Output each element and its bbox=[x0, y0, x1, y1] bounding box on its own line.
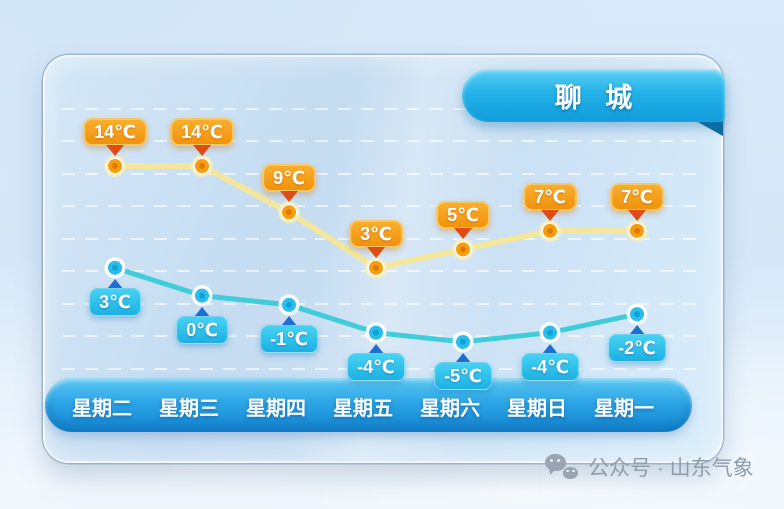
high-temp-label: 7℃ bbox=[523, 182, 577, 221]
low-temp-value: 3℃ bbox=[89, 287, 141, 316]
high-temp-value: 14℃ bbox=[83, 118, 147, 146]
high-temp-value: 7℃ bbox=[523, 182, 577, 211]
weekday-label: 星期一 bbox=[594, 398, 654, 420]
weekday-label: 星期四 bbox=[246, 398, 306, 420]
banner-fold bbox=[696, 121, 723, 136]
high-temp-label: 7℃ bbox=[610, 182, 664, 221]
gridline bbox=[62, 205, 704, 207]
city-title: 聊 城 bbox=[554, 83, 641, 113]
high-temp-label: 3℃ bbox=[349, 219, 403, 258]
label-pointer bbox=[541, 209, 559, 221]
high-temp-label: 5℃ bbox=[436, 201, 490, 240]
weekday-label: 星期六 bbox=[420, 398, 480, 420]
label-pointer bbox=[367, 246, 385, 258]
low-temp-label: -5℃ bbox=[434, 352, 492, 390]
low-temp-label: 0℃ bbox=[176, 306, 228, 344]
low-temp-label: -1℃ bbox=[260, 315, 318, 353]
high-temp-value: 5℃ bbox=[436, 201, 490, 230]
low-temp-value: -1℃ bbox=[260, 324, 318, 353]
watermark-text: 公众号 · 山东气象 bbox=[588, 457, 754, 480]
low-temp-value: 0℃ bbox=[176, 315, 228, 344]
label-pointer bbox=[280, 191, 298, 203]
weekday-label: 星期二 bbox=[72, 398, 132, 420]
gridline bbox=[62, 173, 704, 175]
gridline bbox=[62, 270, 704, 272]
weekday-label: 星期日 bbox=[507, 398, 567, 420]
high-temp-label: 14℃ bbox=[83, 118, 147, 156]
weekday-label: 星期五 bbox=[333, 398, 393, 420]
high-temp-value: 9℃ bbox=[262, 164, 316, 193]
gridline bbox=[62, 140, 704, 142]
low-temp-label: -4℃ bbox=[521, 343, 579, 381]
label-pointer bbox=[105, 145, 124, 156]
wechat-icon bbox=[545, 453, 579, 481]
watermark: 公众号 · 山东气象 bbox=[545, 452, 754, 482]
label-pointer bbox=[542, 343, 558, 354]
high-temp-value: 3℃ bbox=[349, 219, 403, 248]
low-temp-value: -4℃ bbox=[347, 352, 405, 381]
weekday-label: 星期三 bbox=[159, 398, 219, 420]
low-temp-label: 3℃ bbox=[89, 278, 141, 316]
high-temp-value: 14℃ bbox=[170, 118, 234, 146]
label-pointer bbox=[368, 343, 384, 354]
low-temp-value: -2℃ bbox=[608, 334, 666, 363]
high-temp-value: 7℃ bbox=[610, 182, 664, 211]
low-temp-value: -4℃ bbox=[521, 352, 579, 381]
low-temp-label: -4℃ bbox=[347, 343, 405, 381]
high-temp-label: 14℃ bbox=[170, 118, 234, 156]
high-temp-label: 9℃ bbox=[262, 164, 316, 203]
label-pointer bbox=[192, 145, 211, 156]
gridline bbox=[62, 108, 704, 110]
label-pointer bbox=[454, 228, 472, 240]
gridline bbox=[62, 303, 704, 305]
low-temp-label: -2℃ bbox=[608, 325, 666, 363]
low-temp-value: -5℃ bbox=[434, 361, 492, 390]
label-pointer bbox=[455, 352, 471, 363]
city-banner: 聊 城 bbox=[462, 69, 725, 122]
label-pointer bbox=[628, 209, 646, 221]
